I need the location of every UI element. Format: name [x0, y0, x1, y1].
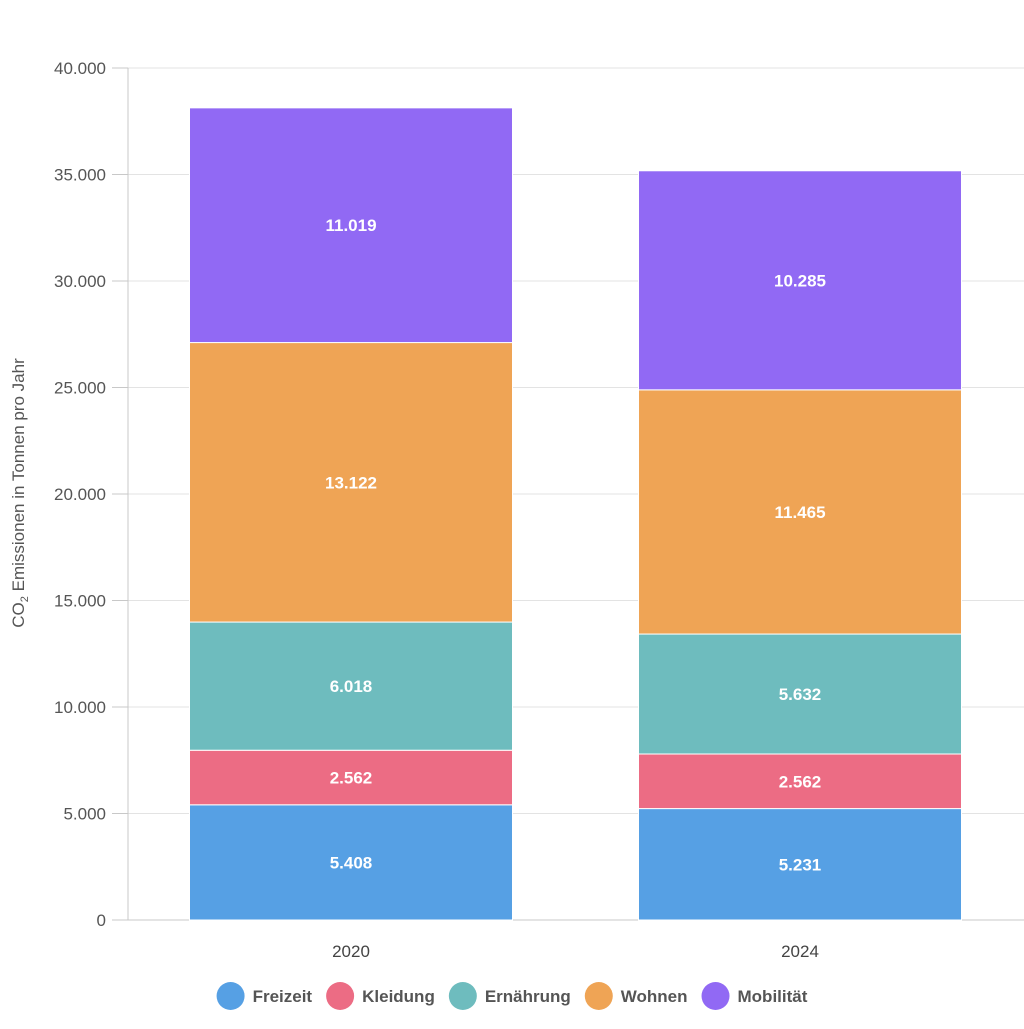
y-tick-label: 40.000: [54, 59, 106, 78]
bar-segment: [189, 621, 513, 751]
y-tick-label: 35.000: [54, 166, 106, 185]
legend-swatch: [448, 982, 477, 1010]
legend-label: Wohnen: [621, 987, 688, 1006]
x-tick-label: 2024: [781, 942, 819, 961]
legend-label: Freizeit: [253, 987, 313, 1006]
legend: Freizeit Kleidung Ernährung Wohnen Mobilität: [216, 982, 808, 1010]
x-tick-labels: 2020 2024: [332, 942, 819, 961]
y-tick-label: 25.000: [54, 379, 106, 398]
bar-segment: [638, 753, 962, 810]
value-labels: 5.408 2.562 6.018 13.122 11.019 5.231 2.562 5.6…: [325, 216, 826, 874]
legend-swatch: [216, 982, 245, 1010]
data-label: 6.018: [330, 677, 373, 696]
legend-swatch: [326, 982, 355, 1010]
bar-segment: [638, 170, 962, 391]
data-label: 13.122: [325, 473, 377, 492]
y-tick-label: 15.000: [54, 592, 106, 611]
bar-segment: [638, 633, 962, 755]
y-tick-label: 0: [97, 911, 106, 930]
data-label: 5.408: [330, 853, 373, 872]
data-label: 5.632: [779, 685, 822, 704]
data-label: 11.019: [325, 216, 376, 235]
y-axis-title-rest: Emissionen in Tonnen pro Jahr: [9, 358, 28, 596]
bars: [189, 107, 962, 921]
bar-segment: [189, 749, 513, 806]
legend-label: Mobilität: [738, 987, 808, 1006]
y-axis-title-subscript: 2: [19, 596, 31, 602]
y-axis-title: CO2 Emissionen in Tonnen pro Jahr: [9, 358, 31, 628]
x-tick-label: 2020: [332, 942, 370, 961]
legend-swatch: [701, 982, 730, 1010]
y-tick-label: 10.000: [54, 698, 106, 717]
legend-swatch: [584, 982, 613, 1010]
y-axis-title-main: CO: [9, 602, 28, 628]
data-label: 11.465: [774, 503, 825, 522]
y-tick-labels: 0 5.000 10.000 15.000 20.000 25.000 30.000 35.0…: [54, 59, 106, 930]
legend-label: Ernährung: [485, 987, 571, 1006]
bar-segment: [638, 389, 962, 635]
y-tick-label: 5.000: [63, 805, 106, 824]
bar-segment: [638, 808, 962, 921]
data-label: 10.285: [774, 271, 826, 290]
legend-label: Kleidung: [362, 987, 435, 1006]
data-label: 5.231: [779, 855, 822, 874]
bar-segment: [189, 342, 513, 623]
y-tick-label: 30.000: [54, 272, 106, 291]
bar-segment: [189, 107, 513, 344]
y-tick-label: 20.000: [54, 485, 106, 504]
data-label: 2.562: [330, 769, 373, 788]
data-label: 2.562: [779, 772, 822, 791]
